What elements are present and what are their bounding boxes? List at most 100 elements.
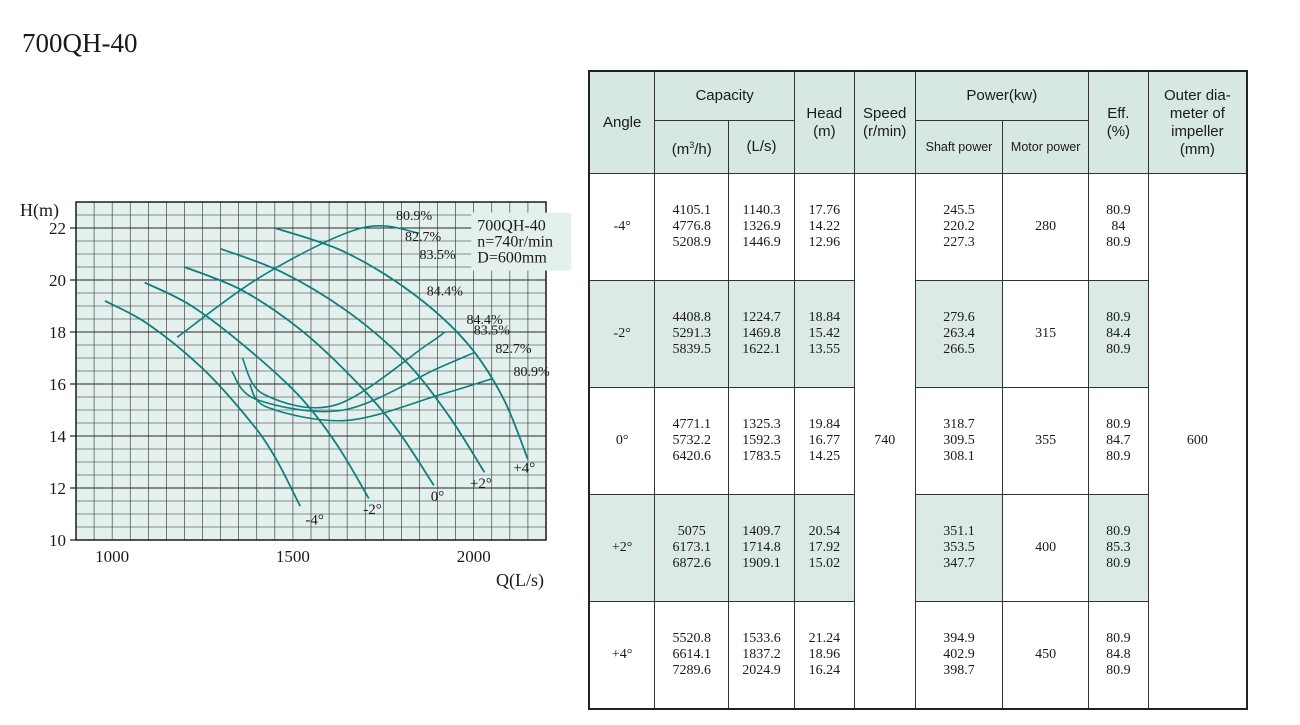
- cell-shaft-power-value: 394.9: [943, 631, 975, 646]
- cell-capacity-m3h-value: 4408.8: [672, 310, 711, 325]
- cell-head-value: 14.22: [808, 219, 841, 234]
- cell-outer-diameter: 600: [1147, 173, 1248, 710]
- table-body: -4° 4105.1 4776.8 5208.9 1140.3 1326.9 1446.9 1…: [588, 173, 1248, 710]
- cell-shaft-power: 279.6 263.4 266.5: [914, 280, 1004, 388]
- cell-capacity-ls-value: 1533.6: [742, 631, 781, 646]
- cell-angle: +4°: [588, 601, 656, 710]
- cell-shaft-power-value: 353.5: [943, 540, 975, 555]
- performance-table-wrap: Angle Capacity Head (m) Speed (r/min) Po…: [588, 70, 1248, 710]
- cell-capacity-ls: 1533.6 1837.2 2024.9: [728, 601, 795, 710]
- cell-shaft-power-value: 347.7: [943, 556, 975, 571]
- cell-capacity-ls-value: 1224.7: [742, 310, 781, 325]
- header-eff-label: Eff.: [1107, 104, 1130, 122]
- cell-shaft-power-value: 318.7: [943, 417, 975, 432]
- cell-capacity-ls-value: 1837.2: [742, 647, 781, 662]
- cell-eff: 80.9 84.4 80.9: [1087, 280, 1149, 388]
- header-speed-label: Speed: [863, 104, 907, 122]
- cell-eff-value: 84.4: [1106, 326, 1131, 341]
- chart-svg: 1000 1500 2000 10 12 14 16 18 20 22 -4° -2° 0° +2° +4…: [20, 200, 572, 591]
- cell-capacity-m3h-value: 5291.3: [672, 326, 711, 341]
- cell-capacity-m3h-value: 6420.6: [672, 449, 711, 464]
- cell-capacity-m3h-value: 5732.2: [672, 433, 711, 448]
- cell-motor-power: 450: [1002, 601, 1089, 710]
- cell-eff-value: 80.9: [1106, 235, 1131, 250]
- cell-angle: 0°: [588, 387, 656, 495]
- header-outer-dia-line4: (mm): [1179, 140, 1215, 158]
- cell-capacity-m3h: 5075 6173.1 6872.6: [654, 494, 730, 602]
- header-motor-power: Motor power: [1002, 120, 1089, 174]
- cell-head-value: 16.77: [808, 433, 841, 448]
- cell-shaft-power-value: 351.1: [943, 524, 975, 539]
- header-angle: Angle: [588, 70, 656, 174]
- angle-curve: [104, 300, 301, 507]
- efficiency-label: 82.7%: [495, 342, 532, 357]
- table-row: -2° 4408.8 5291.3 5839.5 1224.7 1469.8 1622.1 1…: [588, 280, 1247, 388]
- cell-capacity-m3h-value: 6614.1: [672, 647, 711, 662]
- cell-capacity-ls-value: 2024.9: [742, 663, 781, 678]
- cell-capacity-ls-value: 1140.3: [742, 203, 781, 218]
- cell-head: 19.84 16.77 14.25: [793, 387, 855, 495]
- cell-head-value: 20.54: [808, 524, 841, 539]
- performance-chart: 1000 1500 2000 10 12 14 16 18 20 22 -4° -2° 0° +2° +4…: [18, 190, 578, 600]
- cell-eff: 80.9 84 80.9: [1087, 173, 1149, 281]
- cell-capacity-ls-value: 1592.3: [742, 433, 781, 448]
- efficiency-curve: [248, 378, 493, 422]
- header-power: Power(kw): [914, 70, 1089, 121]
- y-tick-label: 14: [49, 427, 67, 446]
- efficiency-curve: [176, 224, 420, 338]
- y-tick-label: 12: [49, 479, 66, 498]
- cell-eff-value: 84.8: [1106, 647, 1131, 662]
- angle-label: -4°: [305, 512, 324, 528]
- header-head-unit: (m): [813, 122, 836, 140]
- plot-frame: [75, 201, 547, 541]
- efficiency-label: 82.7%: [405, 230, 442, 245]
- header-eff: Eff. (%): [1087, 70, 1149, 174]
- y-tick-label: 18: [49, 323, 66, 342]
- header-head-label: Head: [806, 104, 843, 122]
- m3h-sup: 3: [689, 139, 695, 150]
- header-head: Head (m): [793, 70, 855, 174]
- cell-angle: -2°: [588, 280, 656, 388]
- cell-capacity-ls-value: 1909.1: [742, 556, 781, 571]
- cell-capacity-m3h-value: 4776.8: [672, 219, 711, 234]
- x-tick-label: 1500: [276, 547, 310, 566]
- cell-head-value: 13.55: [808, 342, 841, 357]
- efficiency-label: 80.9%: [513, 365, 550, 380]
- header-capacity: Capacity: [654, 70, 795, 121]
- cell-capacity-ls-value: 1325.3: [742, 417, 781, 432]
- efficiency-label: 84.4%: [466, 313, 503, 328]
- cell-speed: 740: [853, 173, 916, 710]
- header-outer-dia-line2: meter of: [1169, 104, 1225, 122]
- cell-capacity-m3h-value: 6173.1: [672, 540, 711, 555]
- cell-shaft-power-value: 245.5: [943, 203, 975, 218]
- cell-capacity-m3h: 4771.1 5732.2 6420.6: [654, 387, 730, 495]
- angle-curve: [184, 266, 435, 486]
- cell-eff-value: 80.9: [1106, 417, 1131, 432]
- cell-shaft-power-value: 402.9: [943, 647, 975, 662]
- cell-shaft-power: 245.5 220.2 227.3: [914, 173, 1004, 281]
- info-box-line: 700QH-40: [477, 218, 545, 235]
- cell-motor-power: 315: [1002, 280, 1089, 388]
- cell-shaft-power: 318.7 309.5 308.1: [914, 387, 1004, 495]
- page-title: 700QH-40: [22, 28, 138, 58]
- cell-angle: +2°: [588, 494, 656, 602]
- curve-labels: -4°-2°0°+2°+4°80.9%82.7%83.5%84.4%84.4%8…: [305, 209, 550, 528]
- header-outer-diameter: Outer dia- meter of impeller (mm): [1147, 70, 1248, 174]
- curves: [104, 224, 529, 507]
- info-box-background: [471, 212, 572, 271]
- m3h-tail: /h): [694, 140, 712, 158]
- cell-head-value: 21.24: [808, 631, 841, 646]
- cell-capacity-m3h: 4105.1 4776.8 5208.9: [654, 173, 730, 281]
- y-axis-label: H(m): [20, 200, 59, 221]
- cell-eff-value: 85.3: [1106, 540, 1131, 555]
- cell-capacity-m3h-value: 4771.1: [672, 417, 711, 432]
- header-capacity-ls: (L/s): [728, 120, 795, 174]
- cell-motor-power: 400: [1002, 494, 1089, 602]
- y-tick-label: 22: [49, 219, 66, 238]
- cell-head: 20.54 17.92 15.02: [793, 494, 855, 602]
- grid: [75, 201, 547, 541]
- info-box-line: n=740r/min: [477, 234, 553, 251]
- cell-head: 18.84 15.42 13.55: [793, 280, 855, 388]
- x-tick-label: 2000: [457, 547, 491, 566]
